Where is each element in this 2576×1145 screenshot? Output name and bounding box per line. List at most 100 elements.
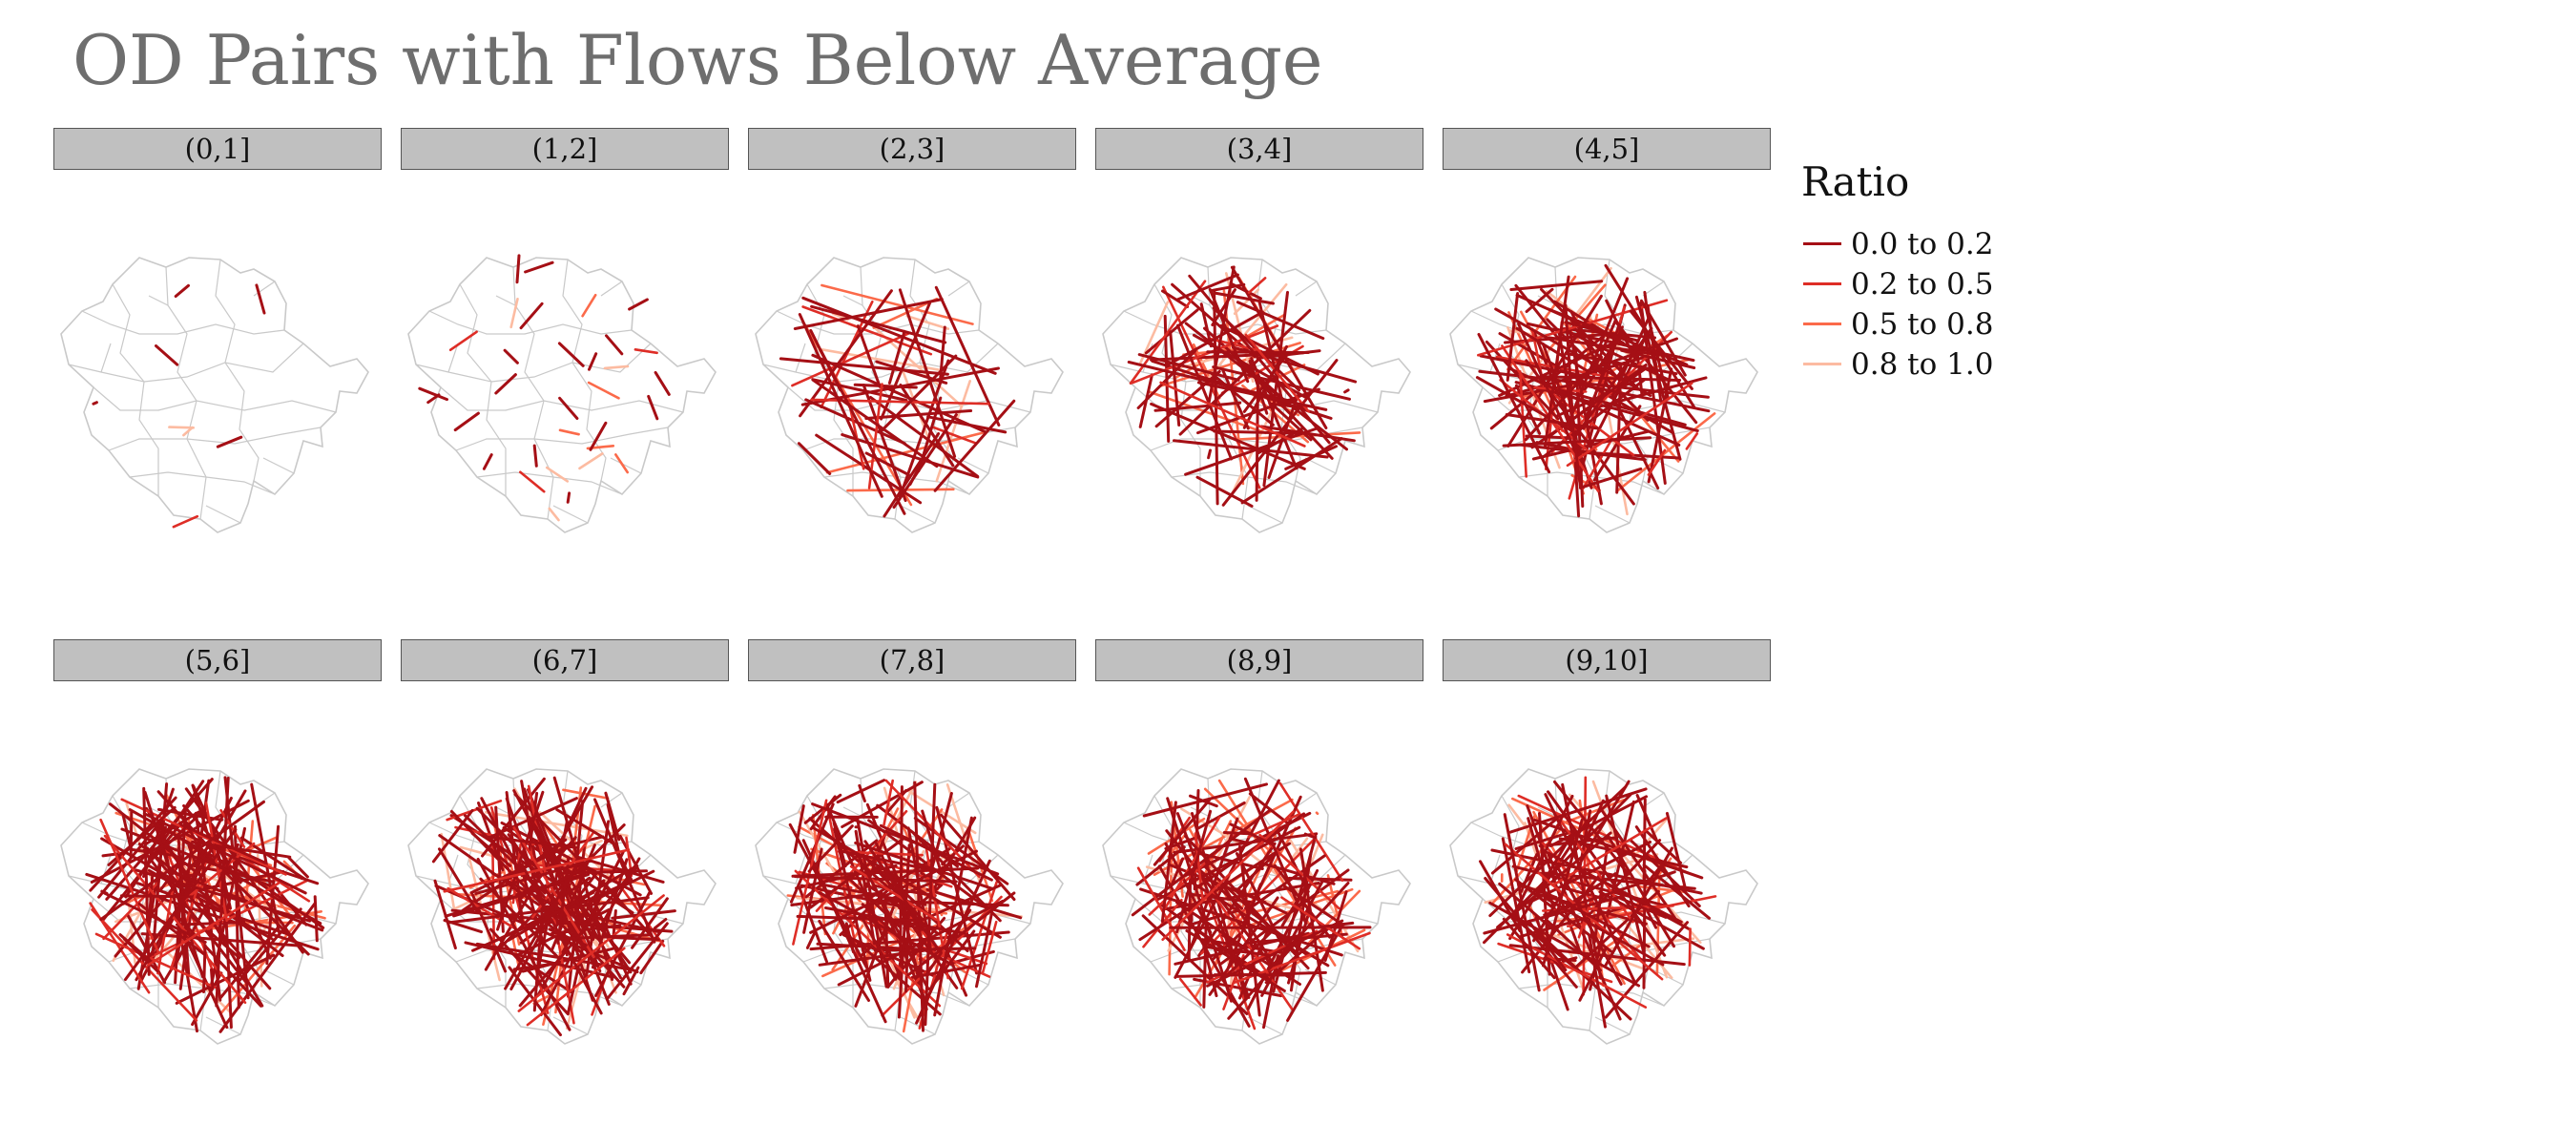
legend-item-3: 0.8 to 1.0 [1801,345,1993,385]
flow-line [540,866,586,891]
district-boundary [1295,281,1318,297]
flow-line [1485,340,1560,421]
flow-line [1199,302,1213,348]
flow-line [1508,366,1681,447]
flow-line [1196,387,1320,435]
flow-line [628,298,649,311]
flow-line [551,924,622,935]
flow-line [562,788,610,800]
flow-line [1278,781,1344,883]
flow-line [482,835,577,849]
flow-line [520,863,603,1015]
district-boundary [108,427,322,451]
flow-line [1188,274,1331,445]
flow-line [1303,832,1318,840]
flow-line [197,853,322,926]
legend-label: 0.0 to 0.2 [1851,227,1994,262]
flow-line [634,348,658,355]
flow-line [1169,330,1181,427]
district-boundary [610,457,642,474]
flow-line [804,839,879,899]
flow-line [1244,906,1308,956]
flow-line [1210,371,1275,427]
flow-line [1247,277,1267,294]
flow-line [558,396,579,420]
flow-line [653,918,668,930]
flow-line [906,891,1016,977]
flow-line [840,916,920,923]
flow-line [191,840,292,859]
flow-line [801,296,997,375]
region-outline [755,768,1064,1045]
legend-swatch [1803,363,1841,366]
district-boundary [842,806,863,818]
flow-map [60,768,369,1045]
district-boundary [552,1016,589,1035]
flow-line [1137,353,1240,382]
legend-item-2: 0.5 to 0.8 [1801,305,1993,345]
district-boundary [148,295,169,306]
flow-line [204,802,228,923]
flow-line [566,786,588,828]
flow-line [1127,361,1298,405]
flow-line [605,334,624,356]
flow-line [869,395,980,478]
flow-line [179,822,267,864]
district-boundary [165,266,207,520]
flow-line [1222,831,1251,836]
flow-line [176,921,246,926]
flow-line [1616,412,1716,492]
flow-line [865,802,923,937]
flow-line [519,470,546,493]
flow-line [147,882,280,967]
flow-line [1209,282,1246,293]
flow-line [89,902,151,994]
flow-line [821,283,974,325]
flow-line [503,348,519,364]
flow-line [1630,839,1701,907]
flow-line [548,507,560,522]
flow-line [862,384,907,503]
district-boundary [262,457,295,474]
flow-map [1102,768,1411,1045]
flow-line [174,283,190,298]
flow-line [1525,287,1554,313]
legend-item-1: 0.2 to 0.5 [1801,265,1993,305]
flow-line [1506,275,1577,371]
flow-line [438,834,530,899]
region-outline [1102,257,1411,533]
flow-line [825,430,986,474]
flow-line [934,285,1001,427]
flow-line [142,848,248,985]
flow-line [127,897,136,965]
district-boundary [215,259,260,482]
flow-line [469,843,574,895]
district-boundary [795,343,806,373]
flow-line [905,314,950,330]
flow-line [883,432,941,518]
flow-line [172,514,199,529]
flow-line [1273,405,1313,442]
flow-line [647,394,659,421]
flow-line [426,393,441,405]
flow-line [1515,326,1592,375]
flow-line [574,800,585,871]
flow-line [606,803,622,859]
flow-line [856,324,882,388]
flow-line [1175,809,1213,934]
flow-line [216,435,243,448]
flow-line [517,894,665,1012]
flow-line [913,781,924,1032]
flow-line [1598,890,1705,950]
flow-line [564,933,652,941]
flow-line [654,370,671,396]
flow-line [933,816,973,1017]
flow-line [1163,816,1221,910]
flow-line [892,413,958,510]
flow-line [1537,887,1651,948]
flow-line [1212,365,1351,401]
district-boundary [795,854,806,885]
flow-line [453,411,480,432]
panel-header: (2,3] [748,128,1076,170]
flow-line [1553,300,1636,352]
